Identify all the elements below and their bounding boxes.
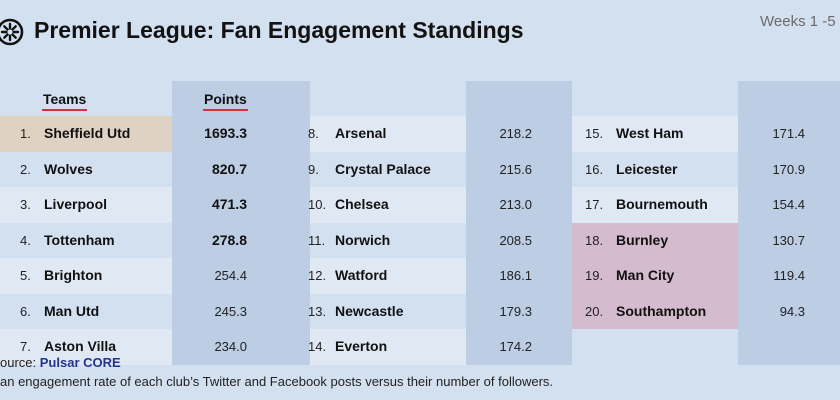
table-row-rank: 1. — [20, 126, 31, 141]
table-row-points: 208.5 — [499, 232, 532, 248]
table-row-rank: 5. — [20, 268, 31, 283]
table-row-points: 154.4 — [772, 197, 805, 212]
points-column-header: Points — [203, 91, 248, 111]
table-row-rank: 14. — [308, 339, 327, 354]
relegation-highlight — [572, 222, 738, 258]
table-row-team: Newcastle — [335, 302, 404, 319]
table-row-points: 94.3 — [779, 303, 805, 319]
table-row-rank: 2. — [20, 161, 31, 177]
table-row-points: 119.4 — [773, 268, 805, 283]
table-row-team: Aston Villa — [44, 338, 117, 354]
table-row-points: 179.3 — [499, 303, 532, 319]
points-column-1 — [172, 81, 310, 365]
row-band — [310, 258, 466, 294]
table-row-team: Man Utd — [44, 302, 100, 319]
row-band — [310, 116, 466, 152]
table-row-rank: 9. — [308, 161, 319, 177]
table-row-team: Burnley — [616, 231, 669, 248]
table-row-rank: 7. — [20, 339, 31, 354]
row-band — [310, 329, 466, 365]
row-band — [572, 187, 738, 223]
table-row-team: Tottenham — [44, 231, 115, 248]
table-row-points: 254.4 — [214, 268, 247, 283]
table-row-points: 186.1 — [499, 268, 532, 283]
table-row-points: 213.0 — [499, 197, 532, 212]
table-row-team: Liverpool — [44, 196, 108, 212]
points-header-underline — [203, 109, 248, 111]
table-row-rank: 4. — [20, 232, 31, 248]
source-line: ource: Pulsar CORE — [0, 355, 121, 370]
table-row-team: Brighton — [44, 267, 103, 283]
table-row-team: Bournemouth — [616, 196, 708, 212]
teams-header-underline — [42, 109, 88, 111]
table-row-points: 234.0 — [214, 339, 247, 354]
table-row-rank: 13. — [308, 303, 327, 319]
table-row-rank: 10. — [308, 197, 327, 212]
methodology-note: an engagement rate of each club’s Twitte… — [0, 374, 554, 389]
row-band — [0, 329, 172, 365]
table-row-points: 130.7 — [772, 232, 805, 248]
table-row-rank: 17. — [585, 197, 604, 212]
table-row-points: 174.2 — [499, 339, 532, 354]
table-row-points: 471.3 — [211, 196, 247, 212]
table-row-team: Norwich — [335, 231, 391, 248]
table-row-team: Man City — [616, 267, 675, 283]
table-row-points: 170.9 — [772, 161, 805, 177]
table-row-rank: 20. — [585, 303, 604, 319]
pulsar-logo-icon — [0, 18, 24, 46]
table-row-points: 820.7 — [211, 160, 247, 177]
row-band — [0, 258, 172, 294]
page-title: Premier League: Fan Engagement Standings — [34, 17, 524, 43]
table-row-team: Watford — [335, 267, 388, 283]
table-row-team: Leicester — [616, 160, 678, 177]
table-row-team: West Ham — [616, 125, 684, 141]
table-row-rank: 18. — [585, 232, 604, 248]
table-row-team: Arsenal — [335, 125, 387, 141]
row-band — [572, 116, 738, 152]
weeks-subtitle: Weeks 1 -5 — [760, 13, 836, 30]
table-row-rank: 3. — [20, 197, 31, 212]
leader-highlight — [0, 116, 172, 152]
table-row-rank: 15. — [585, 126, 604, 141]
table-row-rank: 12. — [308, 268, 327, 283]
table-row-team: Sheffield Utd — [44, 125, 131, 141]
table-row-team: Crystal Palace — [335, 160, 431, 177]
row-band — [310, 187, 466, 223]
row-band — [0, 187, 172, 223]
table-row-points: 278.8 — [211, 231, 247, 248]
teams-column-header: Teams — [42, 91, 88, 111]
table-row-team: Wolves — [44, 160, 93, 177]
table-row-team: Chelsea — [335, 196, 389, 212]
table-row-rank: 19. — [585, 268, 604, 283]
relegation-highlight — [572, 258, 738, 294]
table-row-rank: 8. — [308, 126, 319, 141]
table-row-team: Everton — [335, 338, 388, 354]
table-row-points: 218.2 — [499, 126, 532, 141]
points-column-3 — [738, 81, 840, 365]
table-row-points: 215.6 — [499, 161, 532, 177]
table-row-points: 1693.3 — [204, 125, 247, 141]
table-row-points: 245.3 — [214, 303, 247, 319]
table-row-rank: 11. — [308, 232, 326, 248]
table-row-rank: 16. — [585, 161, 604, 177]
table-row-points: 171.4 — [772, 126, 805, 141]
source-link[interactable]: Pulsar CORE — [39, 355, 121, 370]
source-label: ource: — [0, 355, 37, 370]
relegation-highlight — [572, 293, 738, 329]
standings-table: Teams Points 1. Sheffield Utd 1693.3 2. Wolv… — [0, 81, 840, 365]
points-column-2 — [466, 81, 572, 365]
table-row-team: Southampton — [616, 302, 707, 319]
table-row-rank: 6. — [20, 303, 31, 319]
